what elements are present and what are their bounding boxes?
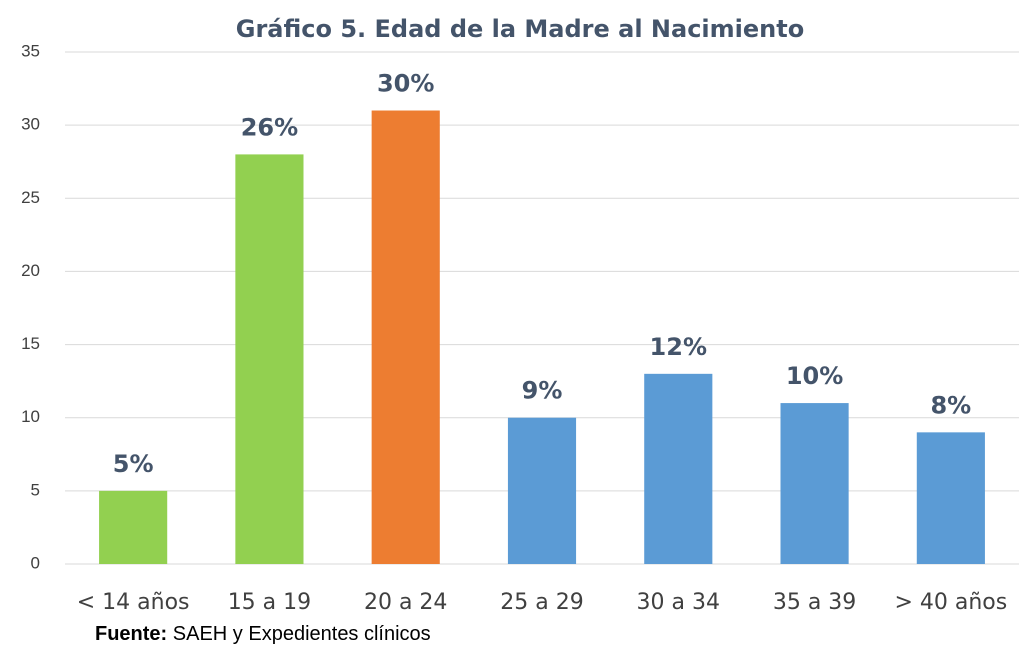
source: Fuente: SAEH y Expedientes clínicos [95, 623, 431, 645]
y-tick-label: 25 [21, 188, 40, 207]
x-tick-label: 15 a 19 [228, 590, 311, 615]
x-tick-label: 35 a 39 [773, 590, 856, 615]
x-tick-label: < 14 años [77, 590, 190, 615]
data-label: 5% [113, 450, 154, 478]
bar [916, 432, 985, 564]
x-tick-label: 30 a 34 [637, 590, 720, 615]
data-label: 12% [650, 333, 707, 361]
y-tick-label: 5 [31, 480, 40, 499]
y-tick-label: 0 [31, 553, 40, 572]
y-tick-label: 35 [21, 41, 40, 60]
y-tick-label: 20 [21, 261, 40, 280]
bar [99, 490, 168, 564]
data-label: 10% [786, 362, 843, 390]
data-label: 8% [930, 391, 971, 419]
data-label: 9% [522, 377, 563, 405]
y-tick-label: 30 [21, 115, 40, 134]
x-tick-label: 20 a 24 [364, 590, 447, 615]
bar [507, 417, 577, 564]
bar [371, 110, 440, 564]
source-label: Fuente: [95, 623, 167, 645]
x-tick-label: > 40 años [894, 590, 1007, 615]
bar [780, 403, 849, 564]
y-tick-label: 10 [21, 407, 40, 426]
source-text: SAEH y Expedientes clínicos [173, 623, 431, 645]
chart-title: Gráfico 5. Edad de la Madre al Nacimient… [236, 15, 804, 43]
data-label: 26% [241, 113, 298, 141]
y-tick-label: 15 [21, 334, 40, 353]
bar [644, 373, 713, 564]
x-tick-label: 25 a 29 [500, 590, 583, 615]
data-label: 30% [377, 70, 434, 98]
bar [235, 154, 304, 564]
